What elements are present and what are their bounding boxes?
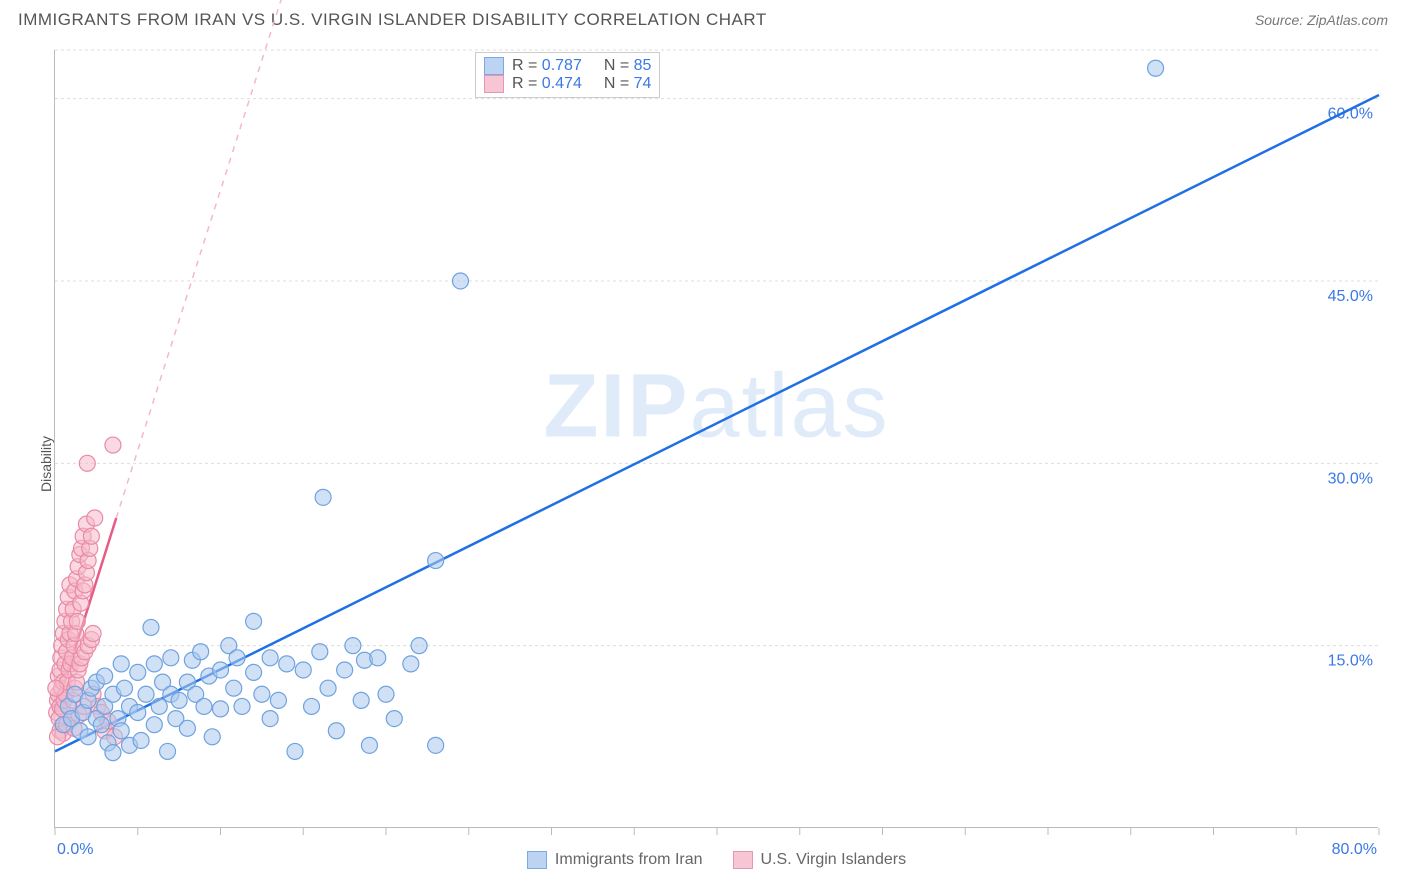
- data-point-blue: [411, 638, 427, 654]
- data-point-pink: [105, 437, 121, 453]
- data-point-blue: [254, 686, 270, 702]
- data-point-blue: [171, 692, 187, 708]
- data-point-blue: [328, 723, 344, 739]
- data-point-blue: [270, 692, 286, 708]
- trend-line-pink-extrapolated: [116, 0, 323, 518]
- data-point-blue: [279, 656, 295, 672]
- data-point-pink: [87, 510, 103, 526]
- data-point-blue: [234, 698, 250, 714]
- legend-row: R = 0.474N = 74: [484, 75, 651, 93]
- data-point-blue: [117, 680, 133, 696]
- data-point-blue: [138, 686, 154, 702]
- data-point-blue: [193, 644, 209, 660]
- data-point-blue: [287, 743, 303, 759]
- data-point-blue: [97, 668, 113, 684]
- data-point-blue: [386, 711, 402, 727]
- data-point-blue: [130, 705, 146, 721]
- data-point-blue: [213, 701, 229, 717]
- data-point-blue: [262, 650, 278, 666]
- data-point-blue: [105, 745, 121, 761]
- legend-swatch-blue: [484, 57, 504, 75]
- data-point-blue: [163, 650, 179, 666]
- data-point-blue: [315, 489, 331, 505]
- data-point-blue: [229, 650, 245, 666]
- data-point-blue: [295, 662, 311, 678]
- data-point-blue: [370, 650, 386, 666]
- data-point-pink: [79, 455, 95, 471]
- data-point-blue: [428, 553, 444, 569]
- correlation-legend: R = 0.787N = 85R = 0.474N = 74: [475, 52, 660, 98]
- data-point-blue: [452, 273, 468, 289]
- data-point-blue: [160, 743, 176, 759]
- plot-area: ZIPatlas 15.0%30.0%45.0%60.0%0.0%80.0% R…: [54, 50, 1378, 828]
- data-point-blue: [246, 664, 262, 680]
- data-point-blue: [146, 717, 162, 733]
- source-attribution: Source: ZipAtlas.com: [1255, 12, 1388, 28]
- data-point-blue: [151, 698, 167, 714]
- data-point-blue: [361, 737, 377, 753]
- y-tick-label: 30.0%: [1328, 470, 1373, 487]
- series-legend: Immigrants from Iran U.S. Virgin Islander…: [55, 851, 1378, 869]
- data-point-pink: [83, 528, 99, 544]
- data-point-blue: [143, 619, 159, 635]
- data-point-blue: [80, 729, 96, 745]
- chart-container: Disability ZIPatlas 15.0%30.0%45.0%60.0%…: [18, 44, 1388, 884]
- data-point-blue: [246, 613, 262, 629]
- chart-svg: 15.0%30.0%45.0%60.0%0.0%80.0%: [55, 50, 1378, 827]
- y-tick-label: 45.0%: [1328, 288, 1373, 305]
- data-point-blue: [304, 698, 320, 714]
- chart-title: IMMIGRANTS FROM IRAN VS U.S. VIRGIN ISLA…: [18, 10, 767, 30]
- data-point-blue: [428, 737, 444, 753]
- data-point-blue: [226, 680, 242, 696]
- series-legend-item: Immigrants from Iran: [527, 851, 703, 869]
- data-point-blue: [133, 732, 149, 748]
- y-tick-label: 15.0%: [1328, 653, 1373, 670]
- data-point-blue: [196, 698, 212, 714]
- data-point-blue: [312, 644, 328, 660]
- data-point-pink: [85, 626, 101, 642]
- data-point-blue: [113, 723, 129, 739]
- data-point-blue: [320, 680, 336, 696]
- data-point-blue: [378, 686, 394, 702]
- data-point-blue: [130, 664, 146, 680]
- data-point-blue: [213, 662, 229, 678]
- data-point-blue: [204, 729, 220, 745]
- legend-swatch-blue: [527, 851, 547, 869]
- data-point-blue: [403, 656, 419, 672]
- data-point-blue: [146, 656, 162, 672]
- data-point-pink: [48, 680, 64, 696]
- series-legend-item: U.S. Virgin Islanders: [733, 851, 907, 869]
- data-point-blue: [353, 692, 369, 708]
- data-point-blue: [113, 656, 129, 672]
- legend-swatch-pink: [484, 75, 504, 93]
- data-point-blue: [1148, 60, 1164, 76]
- data-point-blue: [262, 711, 278, 727]
- legend-swatch-pink: [733, 851, 753, 869]
- data-point-blue: [179, 720, 195, 736]
- data-point-pink: [69, 613, 85, 629]
- trend-line-blue: [55, 95, 1379, 751]
- data-point-blue: [93, 717, 109, 733]
- y-axis-label: Disability: [38, 436, 54, 492]
- data-point-blue: [345, 638, 361, 654]
- data-point-blue: [337, 662, 353, 678]
- legend-row: R = 0.787N = 85: [484, 57, 651, 75]
